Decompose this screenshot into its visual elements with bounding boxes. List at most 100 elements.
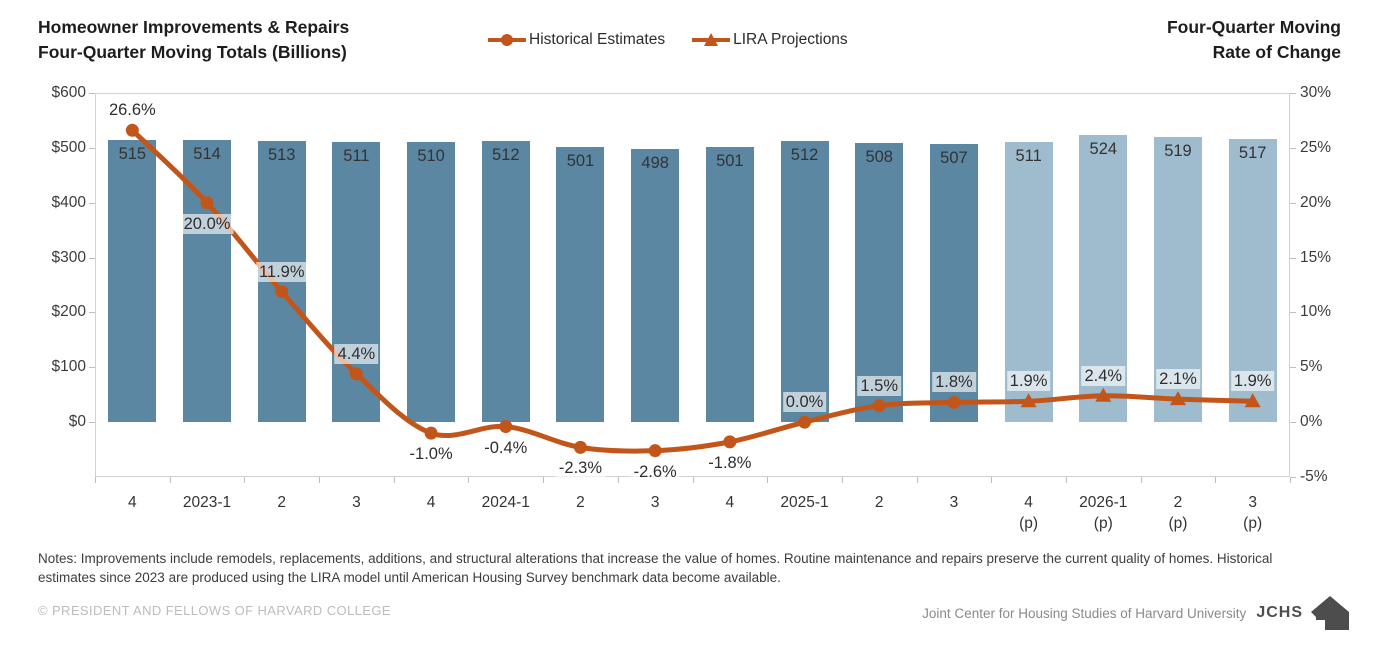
x-axis-tickmark <box>767 477 769 483</box>
x-axis-tickmark <box>991 477 993 483</box>
x-axis-label: 2 <box>543 492 618 513</box>
bar: 512 <box>780 141 829 423</box>
chart-title-left-line1: Homeowner Improvements & Repairs <box>38 17 350 37</box>
historical-point-marker <box>872 399 886 413</box>
x-axis-label: 4 <box>693 492 768 513</box>
x-axis-label-quarter: 3 <box>1248 494 1257 511</box>
x-axis-label-quarter: 2024-1 <box>481 494 530 511</box>
footer-branding: Joint Center for Housing Studies of Harv… <box>922 596 1349 630</box>
x-axis-label-quarter: 2023-1 <box>182 494 232 511</box>
line-point-label: 1.8% <box>932 372 976 393</box>
x-axis-label: 4 (p) <box>991 492 1066 534</box>
line-point-label: 0.0% <box>782 392 827 413</box>
left-axis-tickmark <box>89 202 95 204</box>
bar: 511 <box>332 141 381 423</box>
bar-value-label: 513 <box>267 145 296 164</box>
x-axis-label-quarter: 2025-1 <box>780 494 829 511</box>
chart-title-left-line2: Four-Quarter Moving Totals (Billions) <box>38 42 347 62</box>
left-axis-tickmark <box>89 422 95 424</box>
x-axis-label: 3 (p) <box>1215 492 1290 534</box>
historical-point-marker <box>648 444 662 458</box>
right-axis-tick-label: 25% <box>1300 138 1332 156</box>
x-axis-label-quarter: 3 <box>949 494 959 511</box>
bar: 501 <box>556 147 605 423</box>
right-axis-tickmark <box>1290 422 1296 424</box>
right-axis-tickmark <box>1290 477 1296 478</box>
x-axis-tickmark <box>692 477 694 483</box>
line-point-label: -0.4% <box>481 437 531 458</box>
x-axis-label: 2026-1 (p) <box>1066 492 1141 534</box>
historical-point-marker <box>125 123 139 137</box>
right-axis-tickmark <box>1290 312 1296 314</box>
jchs-logo-text: JCHS <box>1256 604 1303 621</box>
historical-point-marker <box>947 395 961 409</box>
x-axis-tickmark <box>916 477 918 483</box>
line-point-label: 2.1% <box>1156 369 1200 390</box>
x-axis-label-projection-suffix: (p) <box>1093 515 1113 532</box>
projection-point-marker <box>1095 387 1112 402</box>
bar-value-label: 498 <box>641 153 669 172</box>
historical-point-marker <box>349 367 363 381</box>
bar-value-label: 524 <box>1089 139 1118 158</box>
copyright: © PRESIDENT AND FELLOWS OF HARVARD COLLE… <box>38 603 391 618</box>
line-point-label: 2.4% <box>1081 365 1126 386</box>
left-axis-tick-label: $0 <box>68 413 86 431</box>
left-axis-tick-label: $300 <box>51 248 86 266</box>
organization-name: Joint Center for Housing Studies of Harv… <box>922 605 1247 621</box>
x-axis-label-quarter: 2026-1 <box>1079 494 1128 511</box>
x-axis-label: 2024-1 <box>468 492 543 513</box>
bar: 515 <box>108 139 157 423</box>
historical-point-marker <box>573 440 587 454</box>
x-axis-tickmark <box>169 477 171 483</box>
legend-item-projections: LIRA Projections <box>691 31 848 49</box>
x-axis-label-projection-suffix: (p) <box>1019 515 1039 532</box>
legend-label: Historical Estimates <box>529 31 666 48</box>
left-axis-tickmark <box>89 257 95 259</box>
right-axis-tickmark <box>1290 257 1296 259</box>
right-axis-tick-label: -5% <box>1300 468 1328 485</box>
x-axis-label: 2 <box>244 492 319 513</box>
x-axis-tickmark <box>319 477 321 483</box>
x-axis-label-quarter: 4 <box>1024 494 1033 511</box>
x-axis-tickmark <box>543 477 545 483</box>
left-axis-tickmark <box>89 147 95 149</box>
legend-triangle-marker-icon <box>692 33 731 46</box>
x-axis-label-quarter: 4 <box>426 494 436 511</box>
line-point-label: 1.5% <box>857 375 902 396</box>
line-path <box>130 128 1253 454</box>
x-axis-label: 2023-1 <box>170 492 245 513</box>
bar-value-label: 519 <box>1164 142 1192 161</box>
line-point-label: -1.8% <box>705 452 755 473</box>
x-axis-tickmark <box>1140 477 1142 483</box>
bar: 512 <box>481 141 530 423</box>
x-axis-label-projection-suffix: (p) <box>1243 515 1263 532</box>
bar-value-label: 511 <box>1015 146 1042 165</box>
x-axis-tickmark <box>1065 477 1067 483</box>
x-axis-label-quarter: 4 <box>725 494 735 511</box>
line-point-label: -1.0% <box>406 444 456 465</box>
left-axis-tickmark <box>89 367 95 369</box>
legend-circle-marker-icon <box>488 34 526 46</box>
x-axis-label: 2025-1 <box>767 492 842 513</box>
x-axis-label-quarter: 2 <box>1173 494 1183 511</box>
bar-value-label: 515 <box>118 144 147 163</box>
left-axis-tick-label: $600 <box>51 84 86 101</box>
chart-title-right-line2: Rate of Change <box>1212 42 1341 62</box>
legend-item-historical: Historical Estimates <box>487 31 665 49</box>
legend: Historical Estimates LIRA Projections <box>487 31 848 49</box>
bar-value-label: 507 <box>940 149 968 168</box>
x-axis-label-quarter: 4 <box>128 494 137 511</box>
x-axis-label: 4 <box>394 492 469 513</box>
x-axis-tickmark <box>393 477 395 483</box>
line-point-label: -2.3% <box>555 458 606 479</box>
right-axis-tickmark <box>1290 93 1296 94</box>
historical-point-marker <box>275 285 289 299</box>
left-axis-tickmark <box>89 93 95 94</box>
bar-value-label: 514 <box>193 145 221 164</box>
historical-point-marker <box>723 435 737 449</box>
x-axis-label: 4 <box>95 492 170 513</box>
bar-value-label: 512 <box>492 146 520 165</box>
legend-label: LIRA Projections <box>733 31 848 48</box>
bar-value-label: 508 <box>865 148 893 167</box>
